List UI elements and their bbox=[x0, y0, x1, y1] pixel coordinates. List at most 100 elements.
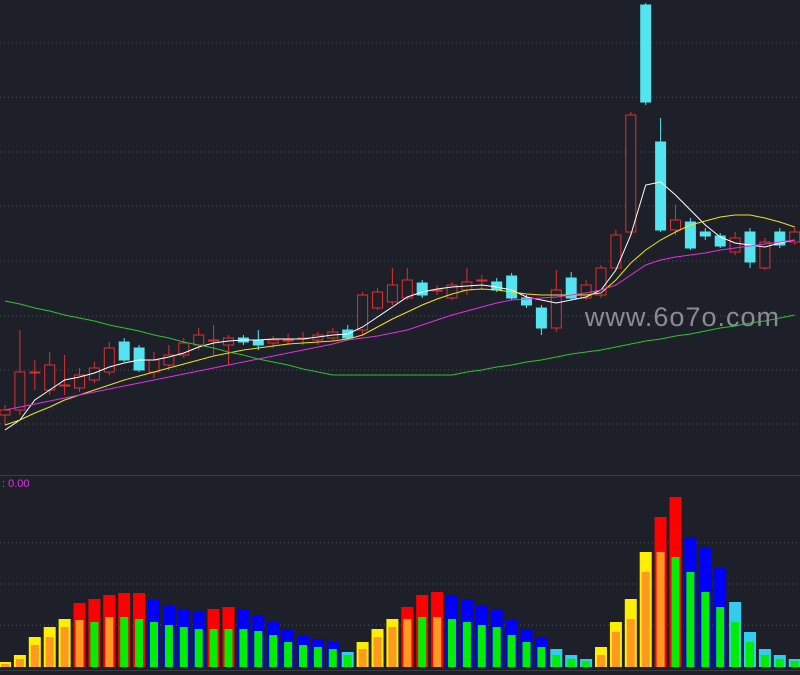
indicator-bar bbox=[254, 631, 263, 667]
candle-body bbox=[476, 279, 488, 282]
candle-body bbox=[59, 384, 71, 387]
candle-body bbox=[774, 231, 786, 246]
indicator-bar bbox=[299, 645, 307, 667]
indicator-bar bbox=[328, 649, 337, 667]
indicator-bar bbox=[388, 627, 397, 667]
candle-body bbox=[744, 231, 756, 263]
indicator-bar bbox=[507, 635, 516, 667]
candle-body bbox=[670, 219, 681, 231]
indicator-bar bbox=[790, 661, 799, 667]
indicator-bar bbox=[150, 622, 158, 667]
candle-body bbox=[118, 341, 130, 361]
indicator-bar bbox=[90, 622, 99, 667]
indicator-bar bbox=[179, 627, 188, 667]
candle-body bbox=[148, 359, 160, 373]
moving-average-line bbox=[4, 181, 795, 431]
candle-body bbox=[565, 277, 577, 299]
candle-body bbox=[580, 284, 592, 299]
indicator-bar bbox=[537, 647, 546, 667]
candle-body bbox=[595, 267, 607, 296]
candle-body bbox=[267, 339, 279, 344]
candle-body bbox=[491, 281, 503, 291]
candle-body bbox=[506, 275, 518, 299]
candle-body bbox=[729, 237, 741, 253]
indicator-bar bbox=[492, 627, 501, 667]
indicator-bar bbox=[462, 622, 471, 667]
indicator-bar bbox=[284, 642, 293, 667]
candle-body bbox=[0, 409, 11, 416]
indicator-bar bbox=[597, 655, 605, 667]
indicator-bar bbox=[30, 645, 39, 667]
indicator-bar bbox=[135, 619, 144, 667]
indicator-bar bbox=[15, 659, 24, 667]
candle-body bbox=[252, 339, 264, 346]
candle-body bbox=[550, 289, 562, 329]
indicator-bar bbox=[522, 642, 531, 667]
indicator-bar bbox=[611, 632, 620, 667]
indicator-bar bbox=[731, 622, 740, 667]
indicator-bar bbox=[358, 649, 367, 667]
indicator-bar bbox=[403, 619, 412, 667]
indicator-bar bbox=[671, 557, 680, 667]
indicator-bar bbox=[656, 552, 665, 667]
candle-body bbox=[521, 297, 532, 306]
indicator-bar bbox=[552, 655, 561, 667]
candle-body bbox=[74, 374, 85, 389]
candle-body bbox=[386, 284, 398, 303]
indicator-bar bbox=[567, 659, 576, 667]
candle-body bbox=[759, 241, 771, 269]
indicator-bar bbox=[775, 659, 784, 667]
candle-body bbox=[655, 141, 667, 231]
candle-body bbox=[684, 221, 696, 249]
candle-body bbox=[193, 334, 205, 346]
candle-body bbox=[699, 231, 711, 237]
indicator-bar bbox=[209, 629, 218, 667]
candle-body bbox=[163, 354, 175, 366]
candle-body bbox=[208, 339, 220, 342]
indicator-bar bbox=[60, 627, 69, 667]
indicator-label: : 0.00 bbox=[2, 478, 30, 490]
indicator-bar bbox=[269, 635, 278, 667]
indicator-bar bbox=[1, 664, 9, 667]
indicator-bar bbox=[120, 617, 129, 667]
indicator-bar bbox=[641, 572, 650, 667]
indicator-bar bbox=[760, 655, 769, 667]
indicator-bar bbox=[626, 619, 635, 667]
candle-body bbox=[44, 364, 56, 391]
indicator-bar bbox=[433, 617, 442, 667]
indicator-bar bbox=[373, 637, 382, 667]
indicator-bar bbox=[448, 619, 456, 667]
candle-body bbox=[610, 234, 622, 269]
watermark: www.6o7o.com bbox=[584, 302, 780, 332]
candle-body bbox=[446, 284, 458, 299]
indicator-bar bbox=[45, 637, 54, 667]
candle-body bbox=[282, 339, 294, 342]
candle-body bbox=[535, 307, 547, 329]
indicator-bar bbox=[105, 617, 114, 667]
candle-body bbox=[103, 347, 115, 373]
candle-body bbox=[640, 4, 652, 103]
indicator-bar bbox=[343, 655, 352, 667]
indicator-bar bbox=[224, 629, 233, 667]
candle-body bbox=[357, 294, 369, 331]
indicator-bar bbox=[239, 629, 248, 667]
indicator-bar bbox=[686, 572, 695, 667]
indicator-bar bbox=[164, 625, 173, 667]
indicator-bar bbox=[582, 661, 591, 667]
indicator-bar bbox=[746, 642, 754, 667]
candle-body bbox=[372, 291, 383, 309]
candle-body bbox=[416, 282, 428, 296]
candle-body bbox=[401, 279, 413, 299]
candle-body bbox=[625, 114, 637, 233]
moving-average-line bbox=[4, 214, 795, 426]
candle-body bbox=[133, 347, 145, 371]
indicator-bar bbox=[75, 620, 84, 667]
indicator-bar bbox=[418, 617, 427, 667]
candle-body bbox=[178, 342, 190, 356]
moving-average-line bbox=[4, 239, 795, 411]
candle-body bbox=[29, 371, 41, 374]
candle-body bbox=[14, 371, 26, 411]
indicator-bar bbox=[313, 647, 322, 667]
indicator-bar bbox=[194, 629, 203, 667]
